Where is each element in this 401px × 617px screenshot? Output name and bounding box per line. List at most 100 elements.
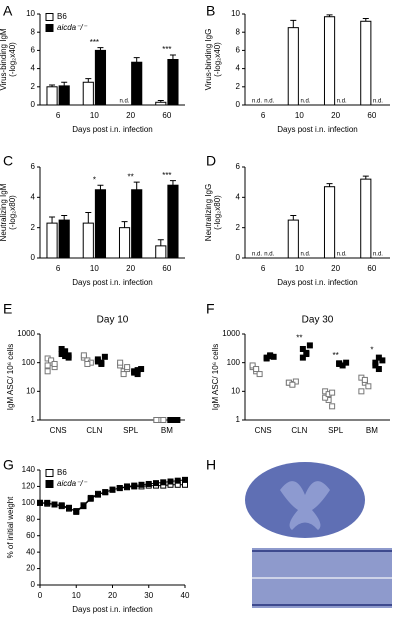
point <box>253 366 260 373</box>
error-bar <box>157 99 164 103</box>
y-tick-label: 0 <box>236 100 241 109</box>
point <box>116 485 123 492</box>
x-tick-label: 6 <box>56 264 61 273</box>
bar <box>287 219 299 259</box>
y-tick-label: 120 <box>22 482 36 491</box>
x-tick-label: 20 <box>126 264 135 273</box>
not-detected-label: n.d. <box>264 252 274 258</box>
legend-swatch <box>45 24 54 32</box>
point <box>131 482 138 489</box>
point <box>84 360 91 367</box>
significance: * <box>93 175 96 184</box>
bar <box>46 86 58 106</box>
error-bar <box>169 180 176 186</box>
bar <box>360 20 372 106</box>
error-bar <box>133 181 140 190</box>
x-tick-label: 20 <box>331 111 340 120</box>
point <box>303 349 310 356</box>
y-tick-label: 1 <box>31 415 36 424</box>
panel-letter: F <box>206 301 215 317</box>
x-tick-label: CLN <box>291 426 307 435</box>
point <box>124 364 131 371</box>
y-tick-label: 10 <box>231 386 240 395</box>
point <box>322 394 329 401</box>
point <box>117 359 124 366</box>
y-tick-label: 0 <box>31 580 36 589</box>
point <box>306 342 313 349</box>
point <box>80 503 87 510</box>
point <box>358 388 365 395</box>
error-bar <box>85 78 92 83</box>
point <box>299 354 306 361</box>
x-tick-label: CNS <box>255 426 272 435</box>
y-tick-label: 4 <box>236 64 241 73</box>
not-detected-label: n.d. <box>300 252 310 258</box>
error-bar <box>121 221 128 228</box>
y-tick-label: 80 <box>26 514 35 523</box>
x-tick-label: 0 <box>38 591 43 600</box>
not-detected-label: n.d. <box>373 252 383 258</box>
point <box>145 480 152 487</box>
bar <box>287 27 299 106</box>
y-tick-label: 6 <box>31 162 36 171</box>
x-tick-label: 40 <box>181 591 190 600</box>
y-tick-label: 40 <box>26 547 35 556</box>
not-detected-label: n.d. <box>373 99 383 105</box>
bar <box>58 85 70 106</box>
point <box>73 508 80 515</box>
x-tick-label: 6 <box>261 111 266 120</box>
gray-matter <box>280 481 330 530</box>
x-tick-label: 10 <box>72 591 81 600</box>
y-tick-label: 2 <box>236 223 241 232</box>
panel-letter: G <box>3 457 14 473</box>
point <box>87 495 94 502</box>
legend-swatch <box>45 469 54 477</box>
error-bar <box>61 81 68 86</box>
x-tick-label: 60 <box>162 111 171 120</box>
point <box>375 354 382 361</box>
x-tick-label: 10 <box>295 264 304 273</box>
histology-images <box>245 462 392 608</box>
point <box>153 480 159 487</box>
bar <box>118 227 131 259</box>
x-tick-label: 20 <box>108 591 117 600</box>
y-axis-label: % of initial weight <box>6 496 15 559</box>
legend-label: aicda⁻/⁻ <box>57 479 88 488</box>
panel-letter: E <box>3 301 12 317</box>
legend-swatch <box>45 13 54 21</box>
point <box>299 345 306 352</box>
point <box>182 481 188 488</box>
x-axis-label: Days post i.n. infection <box>72 125 152 134</box>
y-tick-label: 100 <box>22 358 36 367</box>
y-tick-label: 4 <box>31 192 36 201</box>
point <box>124 483 130 490</box>
point <box>329 389 336 396</box>
panel-title: Day 30 <box>302 315 334 326</box>
x-tick-label: 20 <box>126 111 135 120</box>
point <box>98 360 105 367</box>
point <box>174 477 181 484</box>
point <box>66 504 72 511</box>
y-axis-label: (-log₂x80) <box>213 195 222 230</box>
y-axis-label: Neutralizing IgM <box>0 183 8 241</box>
not-detected-label: n.d. <box>252 252 262 258</box>
point <box>361 376 368 383</box>
error-bar <box>97 184 104 190</box>
error-bar <box>49 84 56 87</box>
point <box>102 489 109 496</box>
y-axis-label: IgM ASC/ 10⁶ cells <box>211 344 220 410</box>
x-tick-label: 10 <box>90 111 99 120</box>
point <box>153 417 160 423</box>
panel-letter: H <box>206 457 216 473</box>
point <box>120 371 127 378</box>
y-tick-label: 2 <box>31 223 36 232</box>
point <box>372 362 379 369</box>
x-tick-label: 20 <box>331 264 340 273</box>
x-tick-label: 6 <box>56 111 61 120</box>
x-tick-label: 6 <box>261 264 266 273</box>
x-tick-label: BM <box>366 426 378 435</box>
bar <box>155 101 167 106</box>
x-axis-label: Days post i.n. infection <box>72 605 152 614</box>
significance: *** <box>90 38 99 47</box>
